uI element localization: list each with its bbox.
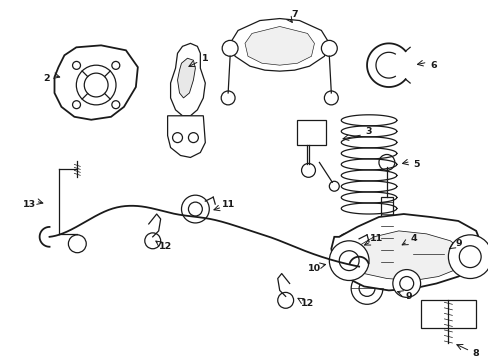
Polygon shape xyxy=(331,214,483,291)
Text: 9: 9 xyxy=(455,239,462,248)
Circle shape xyxy=(76,65,116,105)
Circle shape xyxy=(73,101,80,109)
Text: 11: 11 xyxy=(221,199,235,208)
Text: 4: 4 xyxy=(410,234,417,243)
Circle shape xyxy=(359,280,375,296)
Bar xyxy=(381,197,393,269)
Text: 2: 2 xyxy=(43,73,50,82)
Circle shape xyxy=(321,40,337,56)
Polygon shape xyxy=(171,43,205,116)
Polygon shape xyxy=(177,58,196,98)
Circle shape xyxy=(335,233,363,261)
Text: 9: 9 xyxy=(405,292,412,301)
Circle shape xyxy=(221,91,235,105)
Circle shape xyxy=(448,235,490,279)
Text: 10: 10 xyxy=(308,264,321,273)
Polygon shape xyxy=(245,27,315,65)
Circle shape xyxy=(400,276,414,291)
Circle shape xyxy=(69,235,86,253)
Circle shape xyxy=(84,73,108,97)
Circle shape xyxy=(301,163,316,177)
Circle shape xyxy=(278,292,294,308)
Circle shape xyxy=(222,40,238,56)
Text: 13: 13 xyxy=(23,199,36,208)
Circle shape xyxy=(329,241,369,280)
Circle shape xyxy=(189,202,202,216)
Circle shape xyxy=(351,273,383,304)
Circle shape xyxy=(145,233,161,249)
Circle shape xyxy=(379,154,395,170)
Text: 11: 11 xyxy=(370,234,384,243)
Circle shape xyxy=(324,91,338,105)
Text: 3: 3 xyxy=(366,127,372,136)
Text: 12: 12 xyxy=(301,299,314,308)
Text: 7: 7 xyxy=(291,10,298,19)
Polygon shape xyxy=(349,231,466,280)
Circle shape xyxy=(112,101,120,109)
Circle shape xyxy=(413,238,444,270)
Polygon shape xyxy=(168,116,205,157)
Circle shape xyxy=(189,132,198,143)
Polygon shape xyxy=(230,19,329,71)
Text: 12: 12 xyxy=(159,242,172,251)
Text: 6: 6 xyxy=(430,61,437,70)
Circle shape xyxy=(172,132,182,143)
Circle shape xyxy=(459,246,481,267)
Circle shape xyxy=(393,270,420,297)
Circle shape xyxy=(181,195,209,223)
Bar xyxy=(296,120,326,145)
Bar xyxy=(420,300,476,328)
Circle shape xyxy=(329,181,339,191)
Circle shape xyxy=(420,246,437,262)
Circle shape xyxy=(112,62,120,69)
Circle shape xyxy=(339,251,359,271)
Circle shape xyxy=(377,267,397,287)
Text: 1: 1 xyxy=(202,54,209,63)
Text: 5: 5 xyxy=(414,160,420,169)
Text: 8: 8 xyxy=(473,350,480,359)
Polygon shape xyxy=(54,45,138,120)
Circle shape xyxy=(342,240,356,254)
Circle shape xyxy=(73,62,80,69)
